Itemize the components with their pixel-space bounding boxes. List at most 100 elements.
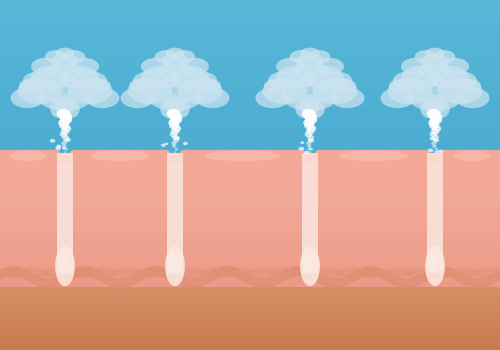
Ellipse shape	[172, 99, 190, 118]
Bar	[0, 99, 500, 100]
Bar	[0, 326, 500, 327]
Bar	[0, 229, 500, 230]
Bar	[0, 75, 500, 76]
Circle shape	[426, 109, 440, 119]
Bar	[0, 18, 500, 19]
Bar	[0, 307, 500, 308]
Bar	[0, 219, 500, 220]
Bar	[0, 135, 500, 137]
Ellipse shape	[168, 253, 177, 272]
Bar	[0, 281, 500, 282]
Bar	[0, 202, 500, 203]
Bar	[0, 325, 500, 326]
Circle shape	[303, 119, 314, 127]
Bar	[0, 25, 500, 26]
Bar	[0, 243, 500, 244]
Bar	[0, 285, 500, 286]
Circle shape	[433, 138, 440, 142]
Ellipse shape	[120, 88, 154, 108]
Ellipse shape	[19, 79, 43, 93]
Bar	[0, 10, 500, 12]
Polygon shape	[428, 153, 442, 273]
Bar	[0, 150, 500, 152]
Ellipse shape	[457, 79, 481, 93]
Ellipse shape	[56, 94, 74, 116]
Bar	[0, 154, 500, 155]
Bar	[0, 343, 500, 344]
Bar	[0, 220, 500, 222]
Bar	[0, 40, 500, 41]
Bar	[0, 253, 500, 254]
Bar	[0, 93, 500, 94]
Bar	[0, 118, 500, 119]
Bar	[0, 281, 500, 282]
Bar	[0, 247, 500, 248]
Bar	[0, 97, 500, 98]
Bar	[0, 294, 500, 295]
Bar	[0, 282, 500, 284]
Bar	[0, 259, 500, 260]
Bar	[0, 224, 500, 225]
Bar	[0, 323, 500, 324]
Ellipse shape	[246, 268, 276, 278]
Ellipse shape	[433, 50, 455, 63]
Bar	[0, 302, 500, 303]
Bar	[0, 164, 500, 166]
Ellipse shape	[173, 50, 195, 63]
Ellipse shape	[110, 268, 140, 278]
Bar	[0, 268, 500, 270]
Ellipse shape	[224, 268, 254, 278]
Bar	[0, 104, 500, 105]
Bar	[0, 317, 500, 318]
Ellipse shape	[58, 253, 67, 272]
Bar	[0, 344, 500, 345]
FancyBboxPatch shape	[314, 150, 430, 191]
Bar	[0, 345, 500, 346]
Circle shape	[430, 116, 442, 124]
Bar	[0, 299, 500, 300]
Bar	[0, 330, 500, 331]
Circle shape	[430, 132, 438, 137]
Bar	[0, 277, 500, 278]
Bar	[0, 342, 500, 343]
Bar	[0, 255, 500, 256]
Bar	[0, 195, 500, 196]
Bar	[0, 257, 500, 258]
Bar	[0, 172, 500, 173]
Ellipse shape	[428, 268, 458, 278]
Bar	[0, 282, 500, 283]
Bar	[0, 46, 500, 47]
Bar	[0, 83, 500, 84]
Bar	[0, 61, 500, 62]
Ellipse shape	[262, 78, 308, 104]
Ellipse shape	[256, 88, 290, 108]
Circle shape	[168, 119, 179, 127]
Bar	[0, 222, 500, 223]
Bar	[0, 218, 500, 219]
Bar	[0, 240, 500, 241]
Bar	[0, 181, 500, 182]
Bar	[0, 265, 500, 266]
Ellipse shape	[338, 150, 407, 161]
Bar	[0, 203, 500, 204]
Bar	[0, 170, 500, 171]
Ellipse shape	[276, 66, 316, 90]
Bar	[0, 266, 500, 267]
Bar	[0, 228, 500, 229]
Circle shape	[61, 141, 66, 145]
Bar	[0, 309, 500, 310]
Ellipse shape	[178, 268, 208, 278]
Bar	[0, 144, 500, 145]
Ellipse shape	[55, 246, 75, 286]
Circle shape	[170, 132, 177, 137]
Bar	[0, 214, 500, 215]
Ellipse shape	[380, 88, 414, 108]
Bar	[0, 252, 500, 253]
Bar	[0, 163, 500, 164]
Bar	[0, 108, 500, 110]
Circle shape	[302, 109, 316, 119]
Bar	[0, 121, 500, 122]
Circle shape	[308, 148, 312, 150]
Bar	[0, 134, 500, 135]
Bar	[0, 48, 500, 49]
